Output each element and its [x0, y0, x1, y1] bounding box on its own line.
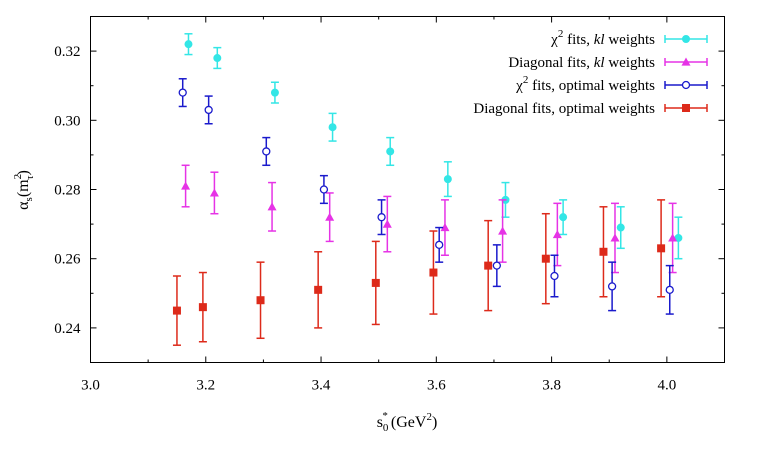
x-axis-label: s0* (GeV2)	[377, 410, 438, 434]
data-point	[440, 223, 450, 232]
y-tick-label: 0.26	[54, 252, 81, 268]
legend-marker-3	[682, 104, 690, 112]
y-axis-label-arg-close: )	[15, 170, 32, 175]
x-axis-label-unit-close: )	[432, 414, 437, 431]
data-point	[262, 147, 271, 156]
data-point	[325, 212, 335, 221]
data-point	[484, 261, 493, 270]
legend-text-sup: 2	[558, 28, 564, 40]
data-point	[198, 303, 207, 312]
data-point	[498, 226, 508, 235]
y-axis-label: αs(m2τ)	[12, 170, 36, 210]
data-point	[172, 306, 181, 315]
data-point	[657, 244, 666, 253]
data-point	[213, 54, 222, 63]
data-point	[429, 268, 438, 277]
axis-ticks: 3.0 3.2 3.4 3.6 3.8 4.0 0.24 0.26 0.28 0.30 0.32	[54, 16, 725, 394]
data-point	[610, 233, 620, 242]
legend-text-post: weights	[605, 32, 656, 48]
data-point	[599, 247, 608, 256]
data-point	[668, 233, 678, 242]
x-axis-label-main: s	[377, 414, 383, 431]
data-point	[209, 188, 219, 197]
x-axis-label-unit-sup: 2	[426, 411, 432, 423]
legend-label-1: Diagonal fits, kl weights	[508, 55, 655, 71]
data-point	[541, 254, 550, 263]
legend-marker-0	[682, 35, 690, 43]
x-axis-label-unit: (GeV	[391, 414, 427, 431]
x-axis-label-sub: 0	[383, 422, 389, 434]
data-point	[559, 213, 568, 222]
data-point	[443, 175, 452, 184]
y-axis-label-arg-sup: 2	[12, 174, 24, 180]
data-point	[435, 240, 444, 250]
data-point	[377, 213, 386, 222]
data-point	[314, 285, 323, 294]
legend-marker-2	[681, 80, 691, 90]
legend-text-pre: Diagonal fits, optimal weights	[473, 101, 655, 117]
legend-marker-1	[681, 57, 691, 66]
legend-text-mid: fits, optimal weights	[528, 78, 655, 94]
x-tick-label: 3.2	[196, 378, 215, 394]
legend-label-2: χ2 fits, optimal weights	[515, 74, 655, 94]
data-point	[550, 271, 559, 281]
legend-label-0: χ2 fits, kl weights	[550, 28, 655, 48]
data-point	[607, 282, 617, 291]
legend-text-pre: χ	[550, 32, 558, 48]
legend-text-italic: kl	[594, 55, 605, 71]
legend-label-3: Diagonal fits, optimal weights	[473, 101, 655, 117]
y-axis-label-arg: (m	[15, 179, 32, 197]
data-point	[270, 88, 279, 97]
legend-text-italic: kl	[594, 32, 605, 48]
data-point	[371, 278, 380, 287]
data-point	[267, 202, 277, 211]
data-point	[386, 147, 395, 156]
x-tick-label: 3.4	[312, 378, 331, 394]
x-axis-label-sup: *	[382, 410, 388, 422]
data-point	[204, 105, 213, 115]
data-point	[552, 229, 562, 239]
data-point	[382, 219, 392, 228]
series-3	[172, 199, 666, 346]
y-tick-label: 0.32	[54, 44, 80, 60]
data-point	[328, 123, 337, 132]
y-axis-label-arg-sub: τ	[24, 175, 36, 180]
data-point	[665, 285, 674, 294]
data-point	[256, 296, 265, 305]
legend-text-pre: Diagonal fits,	[508, 55, 593, 71]
legend-text-mid: fits,	[563, 32, 593, 48]
data-point	[181, 181, 191, 190]
data-marks	[172, 33, 683, 346]
x-tick-label: 3.0	[81, 378, 100, 394]
data-point	[616, 223, 625, 232]
data-point	[178, 88, 187, 97]
x-tick-label: 4.0	[657, 378, 676, 394]
y-axis-label-main: α	[15, 201, 32, 210]
x-tick-label: 3.8	[542, 378, 561, 394]
y-tick-label: 0.24	[54, 321, 81, 337]
y-axis-label-sub: s	[23, 197, 35, 201]
data-point	[492, 261, 501, 270]
legend-text-pre: χ	[515, 78, 523, 94]
data-point	[319, 185, 329, 194]
y-tick-label: 0.30	[54, 113, 80, 129]
data-point	[184, 40, 193, 49]
series-2	[178, 78, 674, 315]
legend-text-post: weights	[605, 55, 656, 71]
y-tick-label: 0.28	[54, 183, 80, 199]
legend-text-sup: 2	[523, 74, 529, 86]
x-tick-label: 3.6	[427, 378, 446, 394]
